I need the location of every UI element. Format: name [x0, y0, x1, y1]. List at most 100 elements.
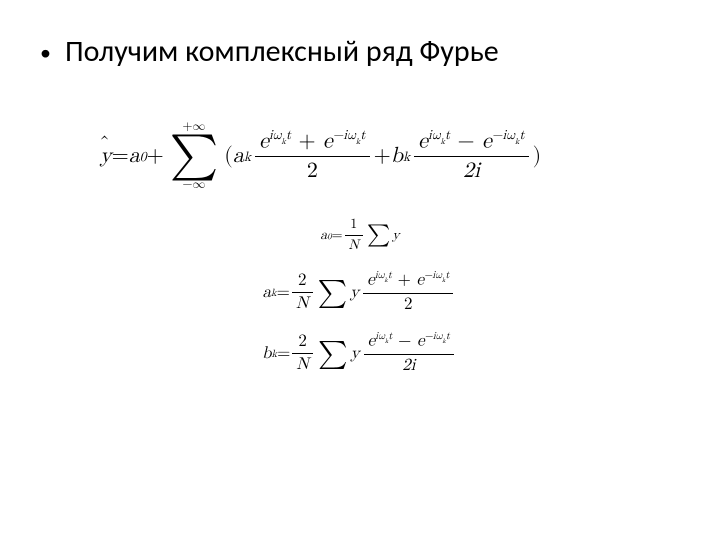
bk-sigma: ∑ — [318, 340, 348, 368]
e2s3: t — [360, 128, 365, 142]
ak-den: 2 — [400, 294, 417, 315]
e2-sup: −iωkt — [333, 128, 366, 142]
e1-sup: iωkt — [269, 128, 291, 142]
ak-num: eiωkt + e−iωkt — [363, 271, 453, 292]
ak-lhs: a — [263, 283, 272, 303]
e1s3: t — [286, 128, 291, 142]
bk-e2s3: t — [446, 332, 450, 342]
bk-e1s2: k — [385, 339, 388, 345]
equation-a0: a0 = 1 N ∑ y — [320, 217, 399, 253]
eq-sign: = — [112, 143, 129, 169]
bk-y: y — [351, 344, 360, 364]
sum-main: +∞ ∑ −∞ — [170, 120, 219, 191]
ak-two: 2 — [294, 272, 311, 293]
mid-plus: + — [374, 143, 391, 169]
bk-den: 2i — [398, 355, 419, 376]
e3-sup: iωkt — [428, 128, 450, 142]
ak-sum: ∑ — [318, 279, 348, 307]
e2s1: −iω — [333, 128, 356, 142]
e1: e — [259, 131, 269, 153]
frac-cos-num: eiωkt + e−iωkt — [255, 128, 370, 156]
bk-e1s1: iω — [375, 332, 385, 342]
frac-sin: eiωkt − e−iωkt 2i — [414, 128, 529, 183]
e4s3: t — [519, 128, 524, 142]
bk-sum: ∑ — [318, 340, 348, 368]
a0-sub: 0 — [140, 149, 147, 166]
bk-2N: 2 N — [292, 333, 313, 375]
ak-e2s2: k — [442, 278, 445, 284]
a0-a: a — [129, 143, 140, 169]
e3s3: t — [445, 128, 450, 142]
bk-e2-sup: −iωkt — [425, 332, 450, 342]
ak-N: N — [292, 293, 313, 314]
close-paren: ) — [533, 143, 542, 169]
ak-2N: 2 N — [292, 272, 313, 314]
equation-ak: ak = 2 N ∑ y eiωkt + e−iωkt 2 — [263, 271, 458, 314]
ak-e1s1: iω — [375, 271, 385, 281]
equation-small-list: a0 = 1 N ∑ y ak = 2 N ∑ — [40, 217, 680, 375]
e1s1: iω — [269, 128, 282, 142]
ak-e2s3: t — [445, 271, 449, 281]
bk-eq: = — [277, 344, 290, 364]
a0-lhs-sub: 0 — [327, 231, 331, 242]
e4: e — [482, 131, 492, 153]
bk-lhs: b — [262, 344, 271, 364]
bk-N: N — [292, 354, 313, 375]
bk-b: b — [391, 143, 403, 169]
e4-sup: −iωkt — [492, 128, 525, 142]
a0-frac: 1 N — [345, 217, 364, 253]
bk-num: eiωkt − e−iωkt — [364, 332, 454, 353]
ak-frac: eiωkt + e−iωkt 2 — [363, 271, 453, 314]
equation-main: y = a0 + +∞ ∑ −∞ ( ak eiωkt + e−iωkt 2 — [100, 120, 680, 191]
bk-e2s2: k — [442, 339, 445, 345]
bk-frac: eiωkt − e−iωkt 2i — [364, 332, 454, 375]
slide: • Получим комплексный ряд Фурье y = a0 +… — [0, 0, 720, 540]
bk-two: 2 — [294, 333, 311, 354]
frac-cos-den: 2 — [303, 157, 322, 183]
ak-mid: + — [398, 272, 417, 289]
a0-lhs: a — [320, 227, 327, 244]
y-hat: y — [100, 143, 112, 169]
ak-e2-sup: −iωkt — [424, 271, 449, 281]
ak-e1-sup: iωkt — [375, 271, 392, 281]
a0-N: N — [345, 236, 364, 253]
a0-eq: = — [332, 227, 343, 244]
cos-mid: + — [298, 131, 322, 153]
a0-sum: ∑ — [367, 224, 390, 246]
e3s1: iω — [428, 128, 441, 142]
ak-e2: e — [416, 272, 424, 289]
ak-sub: k — [244, 149, 251, 166]
ak-e2s1: −iω — [424, 271, 442, 281]
e2: e — [323, 131, 333, 153]
e1s2: k — [281, 137, 285, 146]
sum-bot: −∞ — [182, 178, 205, 191]
bk-e1s3: t — [388, 332, 392, 342]
bullet-text: Получим комплексный ряд Фурье — [65, 34, 499, 70]
bullet-line: • Получим комплексный ряд Фурье — [40, 34, 680, 70]
e3s2: k — [440, 137, 444, 146]
ak-e1s2: k — [384, 278, 387, 284]
a0-one: 1 — [346, 217, 361, 234]
sigma-symbol: ∑ — [170, 135, 219, 176]
e2s2: k — [356, 137, 360, 146]
bk-e2s1: −iω — [425, 332, 443, 342]
a0-y: y — [392, 227, 399, 244]
ak-sigma: ∑ — [318, 279, 348, 307]
bk-mid: − — [398, 333, 417, 350]
open-paren: ( — [224, 143, 233, 169]
equation-bk: bk = 2 N ∑ y eiωkt − e−iωkt 2i — [262, 332, 458, 375]
ak-eq: = — [277, 283, 290, 303]
e4s2: k — [515, 137, 519, 146]
ak-y: y — [350, 283, 359, 303]
ak-lhs-sub: k — [271, 288, 277, 300]
sin-mid: − — [458, 131, 482, 153]
bk-lhs-sub: k — [272, 349, 278, 361]
bk-sub: k — [403, 149, 410, 166]
plus-1: + — [147, 143, 164, 169]
bk-e1-sup: iωkt — [375, 332, 392, 342]
frac-sin-num: eiωkt − e−iωkt — [414, 128, 529, 156]
ak-e1s3: t — [388, 271, 392, 281]
ak-e1: e — [367, 272, 375, 289]
ak-a: a — [233, 143, 244, 169]
e3: e — [418, 131, 428, 153]
